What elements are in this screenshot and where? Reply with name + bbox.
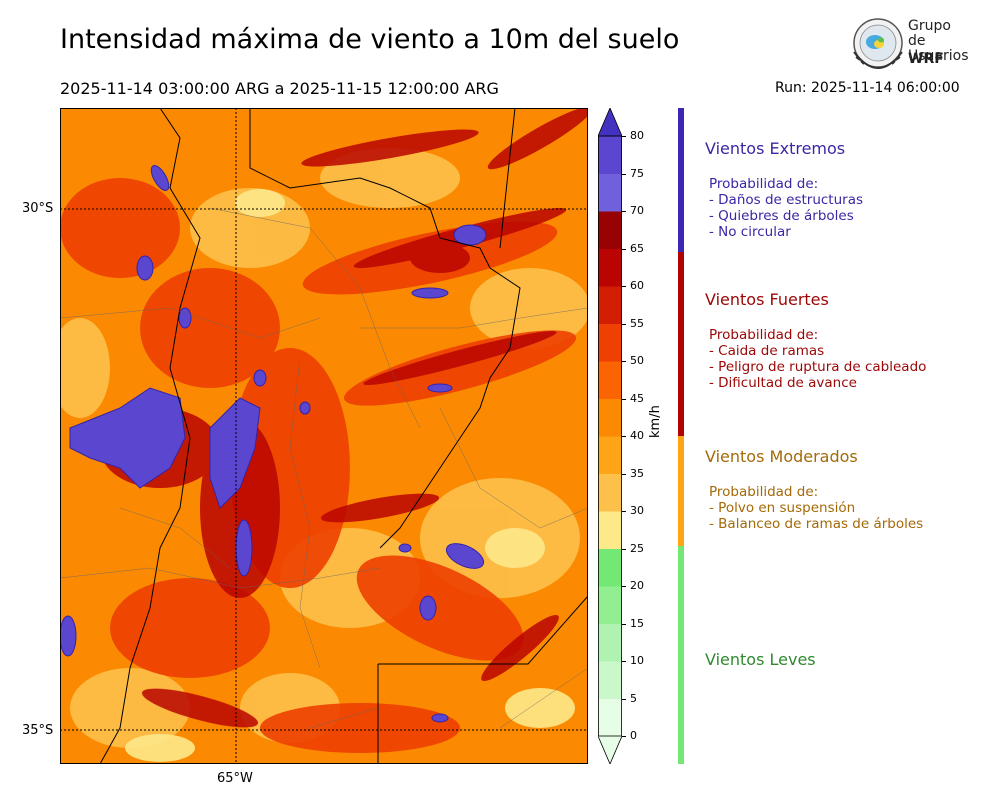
band-strong: [678, 252, 684, 436]
colorbar-tick-label: 50: [630, 354, 644, 367]
colorbar-tick-mark: [622, 661, 626, 662]
colorbar-segment: [598, 323, 622, 362]
category-strong-detail: - Dificultad de avance: [709, 375, 857, 391]
colorbar-tick-label: 0: [630, 729, 637, 742]
colorbar-unit: km/h: [648, 405, 663, 438]
band-moderate: [678, 436, 684, 546]
colorbar-tick-label: 40: [630, 429, 644, 442]
category-extreme-detail: - No circular: [709, 224, 791, 240]
category-moderate-detail: - Balanceo de ramas de árboles: [709, 516, 924, 532]
category-light: Vientos Leves: [705, 650, 816, 669]
forecast-period: 2025-11-14 03:00:00 ARG a 2025-11-15 12:…: [60, 79, 499, 98]
colorbar-tick-mark: [622, 473, 626, 475]
colorbar-tick-label: 65: [630, 241, 644, 255]
colorbar-segment: [598, 361, 622, 399]
colorbar-segment: [598, 548, 622, 587]
category-extreme-title: Vientos Extremos: [705, 139, 846, 158]
colorbar-tick-label: 30: [630, 504, 644, 517]
colorbar-segment: [598, 173, 622, 212]
colorbar-segment: [598, 473, 622, 512]
colorbar-segment: [598, 286, 622, 324]
colorbar-tick-mark: [622, 436, 626, 437]
category-extreme-detail: Probabilidad de:: [709, 176, 819, 192]
wrf-users-logo: Grupo de Usuarios WRF: [848, 16, 969, 74]
colorbar-segment: [598, 661, 622, 699]
category-strong-title: Vientos Fuertes: [705, 290, 829, 309]
colorbar-segment: [598, 623, 622, 662]
colorbar-tick-label: 35: [630, 466, 644, 480]
colorbar-tick-mark: [622, 286, 626, 287]
colorbar-tick-label: 60: [630, 279, 644, 292]
category-extreme-detail: - Daños de estructuras: [709, 192, 864, 208]
category-extreme: Vientos Extremos Probabilidad de: - Daño…: [705, 139, 863, 240]
colorbar-tick-mark: [622, 586, 626, 587]
lat-label-30s: 30°S: [22, 201, 54, 216]
colorbar-tick-mark: [622, 248, 626, 250]
colorbar-tick-label: 45: [630, 391, 644, 405]
band-extreme: [678, 108, 684, 252]
colorbar-tick-mark: [622, 173, 626, 175]
colorbar-segment: [598, 586, 622, 624]
lon-label-65w: 65°W: [217, 771, 253, 786]
lat-label-35s: 35°S: [22, 723, 54, 738]
colorbar: [598, 108, 622, 764]
colorbar-tick-label: 15: [630, 616, 644, 630]
colorbar-tick-mark: [622, 323, 626, 325]
logo-line1: Grupo de: [908, 18, 951, 49]
colorbar-tick-label: 5: [630, 691, 637, 705]
colorbar-tick-label: 55: [630, 316, 644, 330]
logo-line2: Usuarios: [908, 48, 969, 64]
category-light-title: Vientos Leves: [705, 650, 816, 669]
colorbar-tick-mark: [622, 548, 626, 550]
colorbar-tick-mark: [622, 698, 626, 700]
colorbar-tick-mark: [622, 398, 626, 400]
colorbar-tick-label: 10: [630, 654, 644, 667]
colorbar-segment: [598, 398, 622, 437]
globe-logo-icon: [853, 18, 903, 70]
colorbar-segment: [598, 211, 622, 249]
colorbar-frame: [598, 135, 622, 737]
colorbar-tick-mark: [622, 736, 626, 737]
colorbar-tick-mark: [622, 211, 626, 212]
category-moderate: Vientos Moderados Probabilidad de: - Pol…: [705, 447, 923, 532]
category-moderate-detail: Probabilidad de:: [709, 484, 819, 500]
colorbar-tick-mark: [622, 361, 626, 362]
category-strong-detail: Probabilidad de:: [709, 327, 819, 343]
colorbar-tick-mark: [622, 136, 626, 137]
category-strong-detail: - Caida de ramas: [709, 343, 825, 359]
category-strong-detail: - Peligro de ruptura de cableado: [709, 359, 927, 375]
category-moderate-title: Vientos Moderados: [705, 447, 858, 466]
colorbar-tick-label: 25: [630, 541, 644, 555]
colorbar-tick-mark: [622, 623, 626, 625]
colorbar-segment: [598, 248, 622, 287]
colorbar-segment: [598, 436, 622, 474]
band-light: [678, 546, 684, 764]
run-time: Run: 2025-11-14 06:00:00: [775, 80, 960, 96]
colorbar-tick-label: 80: [630, 129, 644, 142]
category-strong: Vientos Fuertes Probabilidad de: - Caida…: [705, 290, 926, 391]
colorbar-tick-label: 20: [630, 579, 644, 592]
colorbar-segment: [598, 136, 622, 174]
colorbar-segment: [598, 511, 622, 549]
wind-speed-map: [60, 108, 588, 764]
category-extreme-detail: - Quiebres de árboles: [709, 208, 854, 224]
chart-title: Intensidad máxima de viento a 10m del su…: [60, 24, 680, 55]
category-moderate-detail: - Polvo en suspensión: [709, 500, 856, 516]
colorbar-segment: [598, 698, 622, 737]
colorbar-extend-low: [598, 735, 622, 764]
colorbar-tick-mark: [622, 511, 626, 512]
colorbar-extend-high: [598, 108, 622, 137]
logo-wrf: WRF: [908, 51, 944, 67]
colorbar-tick-label: 70: [630, 204, 644, 217]
colorbar-tick-label: 75: [630, 166, 644, 180]
